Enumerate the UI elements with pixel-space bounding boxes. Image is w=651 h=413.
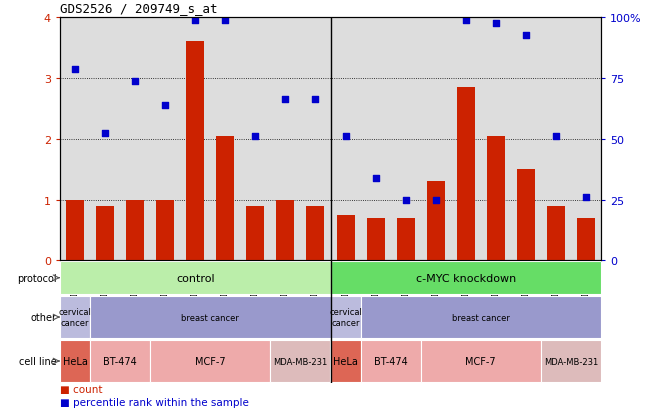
- Point: [400, 197, 411, 204]
- Bar: [60, 340, 90, 382]
- Bar: [426, 182, 445, 261]
- Point: [100, 130, 110, 137]
- Point: [70, 66, 80, 73]
- Bar: [487, 136, 505, 261]
- Bar: [156, 200, 174, 261]
- Bar: [60, 296, 90, 338]
- Text: BT-474: BT-474: [104, 356, 137, 366]
- Bar: [246, 206, 264, 261]
- Text: ■ percentile rank within the sample: ■ percentile rank within the sample: [60, 396, 249, 406]
- Bar: [66, 200, 84, 261]
- Text: GDS2526 / 209749_s_at: GDS2526 / 209749_s_at: [60, 2, 217, 15]
- Bar: [517, 170, 535, 261]
- Point: [370, 176, 381, 182]
- Bar: [361, 296, 601, 338]
- Text: ■ count: ■ count: [60, 384, 102, 394]
- Text: HeLa: HeLa: [62, 356, 87, 366]
- Bar: [396, 218, 415, 261]
- Point: [521, 33, 531, 40]
- Bar: [60, 261, 331, 294]
- Bar: [457, 88, 475, 261]
- Text: MDA-MB-231: MDA-MB-231: [544, 357, 598, 366]
- Text: cell line: cell line: [20, 356, 57, 366]
- Bar: [367, 218, 385, 261]
- Text: cervical
cancer: cervical cancer: [329, 308, 362, 327]
- Point: [491, 21, 501, 27]
- Text: cervical
cancer: cervical cancer: [59, 308, 91, 327]
- Point: [280, 97, 290, 103]
- Bar: [331, 340, 361, 382]
- Text: c-MYC knockdown: c-MYC knockdown: [415, 273, 516, 283]
- Bar: [331, 296, 361, 338]
- Point: [551, 133, 561, 140]
- Bar: [577, 218, 595, 261]
- Text: HeLa: HeLa: [333, 356, 358, 366]
- Bar: [90, 296, 331, 338]
- Bar: [277, 200, 294, 261]
- Bar: [337, 215, 355, 261]
- Point: [160, 103, 171, 109]
- Bar: [96, 206, 114, 261]
- Bar: [421, 340, 541, 382]
- Text: BT-474: BT-474: [374, 356, 408, 366]
- Point: [250, 133, 260, 140]
- Text: protocol: protocol: [18, 273, 57, 283]
- Bar: [126, 200, 144, 261]
- Bar: [90, 340, 150, 382]
- Bar: [331, 261, 601, 294]
- Bar: [216, 136, 234, 261]
- Text: breast cancer: breast cancer: [452, 313, 510, 322]
- Bar: [541, 340, 601, 382]
- Text: control: control: [176, 273, 215, 283]
- Text: MCF-7: MCF-7: [465, 356, 496, 366]
- Text: MDA-MB-231: MDA-MB-231: [273, 357, 327, 366]
- Text: breast cancer: breast cancer: [182, 313, 239, 322]
- Point: [340, 133, 351, 140]
- Point: [460, 18, 471, 24]
- Point: [430, 197, 441, 204]
- Point: [581, 194, 591, 200]
- Point: [311, 97, 321, 103]
- Bar: [361, 340, 421, 382]
- Point: [190, 18, 201, 24]
- Bar: [307, 206, 324, 261]
- Bar: [270, 340, 331, 382]
- Point: [220, 18, 230, 24]
- Text: MCF-7: MCF-7: [195, 356, 226, 366]
- Text: other: other: [31, 312, 57, 322]
- Bar: [186, 42, 204, 261]
- Point: [130, 78, 141, 85]
- Bar: [547, 206, 565, 261]
- Bar: [150, 340, 270, 382]
